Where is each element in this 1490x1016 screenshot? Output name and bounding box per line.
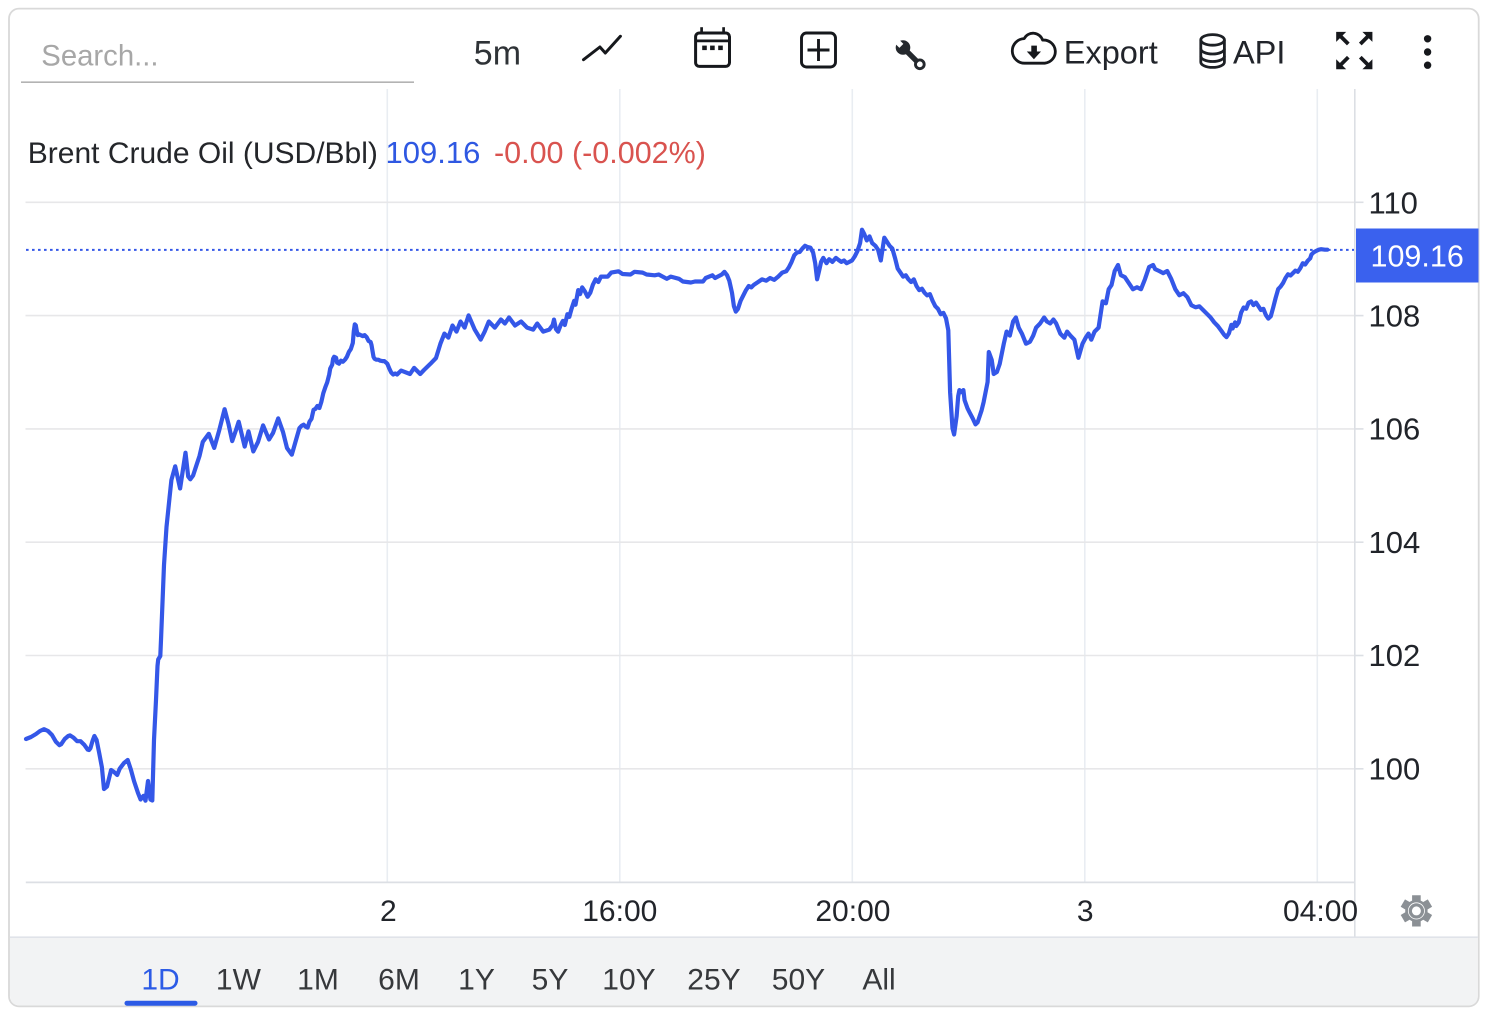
svg-text:API: API (1233, 35, 1285, 71)
svg-text:110: 110 (1369, 186, 1418, 221)
svg-text:-0.00 (-0.002%): -0.00 (-0.002%) (494, 136, 706, 170)
svg-text:25Y: 25Y (687, 964, 740, 997)
svg-text:20:00: 20:00 (815, 895, 890, 928)
svg-text:10Y: 10Y (602, 964, 655, 997)
svg-text:5Y: 5Y (532, 964, 569, 997)
svg-text:5m: 5m (474, 35, 521, 73)
svg-text:16:00: 16:00 (582, 895, 657, 928)
svg-text:1W: 1W (216, 964, 262, 997)
svg-text:109.16: 109.16 (1371, 240, 1464, 274)
svg-text:50Y: 50Y (772, 964, 825, 997)
svg-text:102: 102 (1369, 638, 1421, 673)
svg-text:04:00: 04:00 (1283, 895, 1358, 928)
svg-text:109.16: 109.16 (386, 135, 481, 170)
svg-text:Export: Export (1064, 35, 1158, 71)
svg-text:104: 104 (1369, 525, 1421, 560)
svg-text:1M: 1M (297, 964, 339, 997)
svg-text:Brent Crude Oil (USD/Bbl): Brent Crude Oil (USD/Bbl) (28, 137, 378, 170)
svg-text:2: 2 (380, 895, 397, 928)
svg-text:3: 3 (1077, 895, 1094, 928)
svg-text:1Y: 1Y (458, 964, 495, 997)
svg-text:106: 106 (1369, 412, 1421, 447)
svg-text:1D: 1D (141, 964, 179, 997)
svg-text:108: 108 (1369, 298, 1421, 333)
svg-text:Search...: Search... (41, 40, 158, 73)
svg-text:All: All (862, 964, 895, 997)
svg-text:6M: 6M (378, 964, 420, 997)
svg-text:100: 100 (1369, 752, 1421, 787)
